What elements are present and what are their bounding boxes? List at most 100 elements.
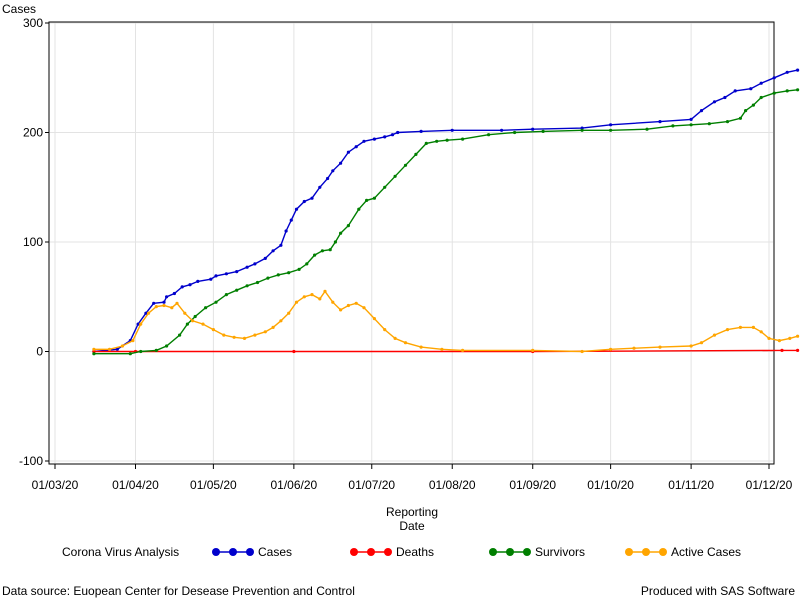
data-point <box>178 333 182 337</box>
legend-marker <box>506 548 514 556</box>
data-point <box>271 325 275 329</box>
y-tick-label: -100 <box>19 454 43 468</box>
data-point <box>297 267 301 271</box>
data-point <box>211 328 215 332</box>
data-point <box>759 330 763 334</box>
x-tick-label: 01/05/20 <box>190 478 237 492</box>
y-tick-label: 100 <box>23 235 43 249</box>
data-point <box>146 311 151 315</box>
data-point <box>435 139 439 143</box>
data-point <box>310 196 314 200</box>
data-point <box>403 341 408 345</box>
x-tick-label: 01/08/20 <box>429 478 476 492</box>
data-point <box>689 117 693 121</box>
data-point <box>245 284 249 288</box>
data-point <box>346 224 350 228</box>
data-point <box>699 341 704 345</box>
data-point <box>188 283 192 287</box>
data-point <box>780 348 784 352</box>
data-point <box>689 123 693 127</box>
data-point <box>424 141 428 145</box>
data-point <box>185 322 189 326</box>
series-line <box>93 89 798 355</box>
data-point <box>266 276 270 280</box>
data-point <box>331 300 335 304</box>
data-point <box>738 325 743 329</box>
data-point <box>172 291 176 296</box>
legend-marker <box>642 548 650 556</box>
data-point <box>609 347 613 351</box>
y-axis: -100 0 100 200 300 <box>19 16 49 468</box>
data-point <box>204 306 208 310</box>
legend-marker <box>229 548 237 556</box>
data-point <box>305 262 309 266</box>
series-cases <box>92 68 800 354</box>
data-point <box>699 109 704 113</box>
x-tick-label: 01/12/20 <box>746 478 793 492</box>
data-point <box>333 240 337 244</box>
data-point <box>772 76 776 80</box>
data-point <box>749 87 753 91</box>
data-point <box>461 348 465 352</box>
data-point <box>500 128 504 132</box>
legend-label: Cases <box>258 545 292 559</box>
data-point <box>580 349 584 354</box>
data-point <box>323 289 327 293</box>
data-point <box>759 95 763 100</box>
data-point <box>287 311 291 315</box>
series-survivors <box>92 88 800 356</box>
data-point <box>175 301 179 305</box>
data-point <box>658 120 662 124</box>
data-point <box>354 301 358 305</box>
data-point <box>383 135 387 139</box>
data-point <box>276 273 280 277</box>
data-point <box>92 349 96 354</box>
data-point <box>658 345 662 349</box>
footnote-left: Data source: Euopean Center for Desease … <box>2 584 355 598</box>
y-tick-label: 300 <box>23 16 43 30</box>
data-point <box>310 293 314 297</box>
x-tick-label: 01/07/20 <box>348 478 395 492</box>
data-point <box>487 133 491 137</box>
data-point <box>128 352 132 356</box>
data-point <box>294 300 299 304</box>
data-point <box>152 301 156 305</box>
data-point <box>279 319 283 323</box>
y-axis-label: Cases <box>2 2 36 16</box>
series-lines <box>92 68 800 356</box>
legend-marker <box>212 548 220 556</box>
data-point <box>541 129 545 133</box>
data-point <box>372 317 376 321</box>
data-point <box>419 129 423 133</box>
x-tick-label: 01/11/20 <box>668 478 714 492</box>
legend-item-survivors: Survivors <box>489 545 585 559</box>
data-point <box>331 169 335 173</box>
data-point <box>372 137 376 141</box>
data-point <box>712 100 717 104</box>
data-point <box>357 207 361 211</box>
legend: Corona Virus Analysis Cases Deaths Survivo… <box>62 545 741 559</box>
data-point <box>689 344 693 348</box>
legend-title: Corona Virus Analysis <box>62 545 179 559</box>
data-point <box>318 185 322 189</box>
data-point <box>712 333 717 337</box>
data-point <box>450 128 454 132</box>
data-point <box>777 339 782 343</box>
data-point <box>339 308 343 312</box>
data-point <box>263 330 267 334</box>
data-point <box>263 256 267 260</box>
data-point <box>772 91 776 95</box>
data-point <box>284 229 288 233</box>
data-point <box>725 328 730 332</box>
data-point <box>707 122 711 126</box>
data-point <box>326 176 330 181</box>
data-point <box>383 185 387 189</box>
data-point <box>767 336 771 340</box>
data-point <box>139 349 143 354</box>
data-point <box>440 347 444 351</box>
x-axis-label-line-2: Date <box>399 519 425 533</box>
data-point <box>235 288 239 292</box>
data-point <box>580 126 584 130</box>
data-point <box>414 152 418 156</box>
legend-marker <box>659 548 667 556</box>
